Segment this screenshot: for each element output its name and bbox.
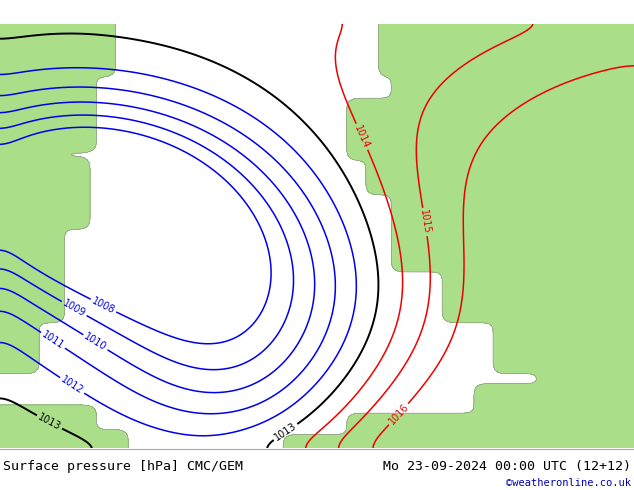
Text: Mo 23-09-2024 00:00 UTC (12+12): Mo 23-09-2024 00:00 UTC (12+12) (383, 460, 631, 473)
Text: 1008: 1008 (90, 295, 117, 316)
Text: Surface pressure [hPa] CMC/GEM: Surface pressure [hPa] CMC/GEM (3, 460, 243, 473)
Text: 1013: 1013 (36, 412, 63, 432)
Text: 1011: 1011 (40, 329, 66, 351)
Text: 1009: 1009 (61, 298, 87, 319)
Text: 1014: 1014 (353, 123, 372, 150)
Text: 1012: 1012 (59, 375, 85, 396)
Text: 1016: 1016 (387, 402, 411, 427)
Text: 1015: 1015 (418, 209, 432, 235)
Text: ©weatheronline.co.uk: ©weatheronline.co.uk (506, 478, 631, 488)
Text: 1013: 1013 (273, 421, 299, 443)
Text: 1010: 1010 (82, 332, 108, 353)
